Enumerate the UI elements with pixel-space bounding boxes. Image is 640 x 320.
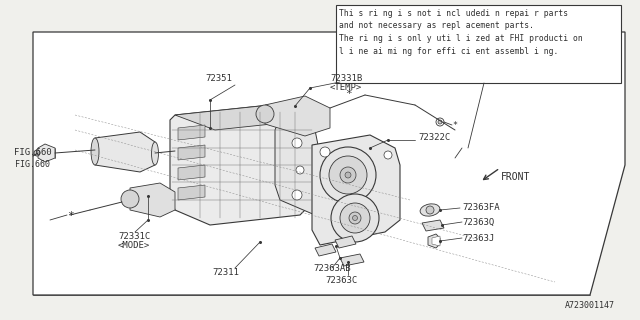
Text: 72331C: 72331C [118,232,150,241]
Text: 72363Q: 72363Q [462,218,494,227]
Circle shape [256,105,274,123]
Circle shape [320,147,376,203]
Circle shape [320,147,330,157]
Text: Thi s ri ng i s not i ncl udedi n repai r parts
and not necessary as repl acemen: Thi s ri ng i s not i ncl udedi n repai … [339,9,583,55]
Polygon shape [178,165,205,180]
Polygon shape [265,96,330,136]
Text: 72351: 72351 [205,74,232,83]
Text: 72363J: 72363J [462,234,494,243]
Polygon shape [315,244,336,256]
Ellipse shape [152,142,159,165]
Circle shape [340,167,356,183]
Circle shape [34,150,40,156]
Text: FIG.660: FIG.660 [14,148,52,157]
Circle shape [353,215,358,220]
Text: A723001147: A723001147 [565,301,615,310]
Polygon shape [335,236,356,248]
Polygon shape [340,254,364,266]
Polygon shape [33,32,625,295]
Ellipse shape [420,204,440,216]
Ellipse shape [91,138,99,165]
Polygon shape [312,135,400,245]
Polygon shape [175,105,310,130]
Text: *: * [67,211,74,221]
Polygon shape [428,234,440,248]
Polygon shape [95,132,155,172]
Circle shape [340,203,370,233]
Text: FIG.660: FIG.660 [15,160,50,169]
Circle shape [292,190,302,200]
Circle shape [296,166,304,174]
Circle shape [426,206,434,214]
FancyBboxPatch shape [336,5,621,83]
Polygon shape [38,144,55,162]
Circle shape [292,138,302,148]
Text: 72322C: 72322C [418,133,451,142]
Circle shape [329,156,367,194]
Circle shape [436,118,444,126]
Circle shape [345,172,351,178]
Circle shape [349,212,361,224]
Text: 72363AB: 72363AB [313,264,351,273]
Circle shape [384,151,392,159]
Polygon shape [170,105,315,225]
Polygon shape [275,118,318,215]
Polygon shape [130,183,175,217]
Text: 72331B: 72331B [330,74,362,83]
Polygon shape [178,125,205,140]
Text: 72363C: 72363C [325,276,357,285]
Text: FRONT: FRONT [501,172,531,182]
Text: <MODE>: <MODE> [118,241,150,250]
Text: *: * [452,121,457,130]
Circle shape [331,194,379,242]
Text: 72311: 72311 [212,268,239,277]
Polygon shape [178,145,205,160]
Text: <TEMP>: <TEMP> [330,83,362,92]
Polygon shape [175,140,215,167]
Polygon shape [178,185,205,200]
Text: 72363FA: 72363FA [462,203,500,212]
Polygon shape [432,236,440,246]
Text: *: * [345,89,352,99]
Circle shape [121,190,139,208]
Circle shape [438,120,442,124]
Polygon shape [422,220,444,231]
